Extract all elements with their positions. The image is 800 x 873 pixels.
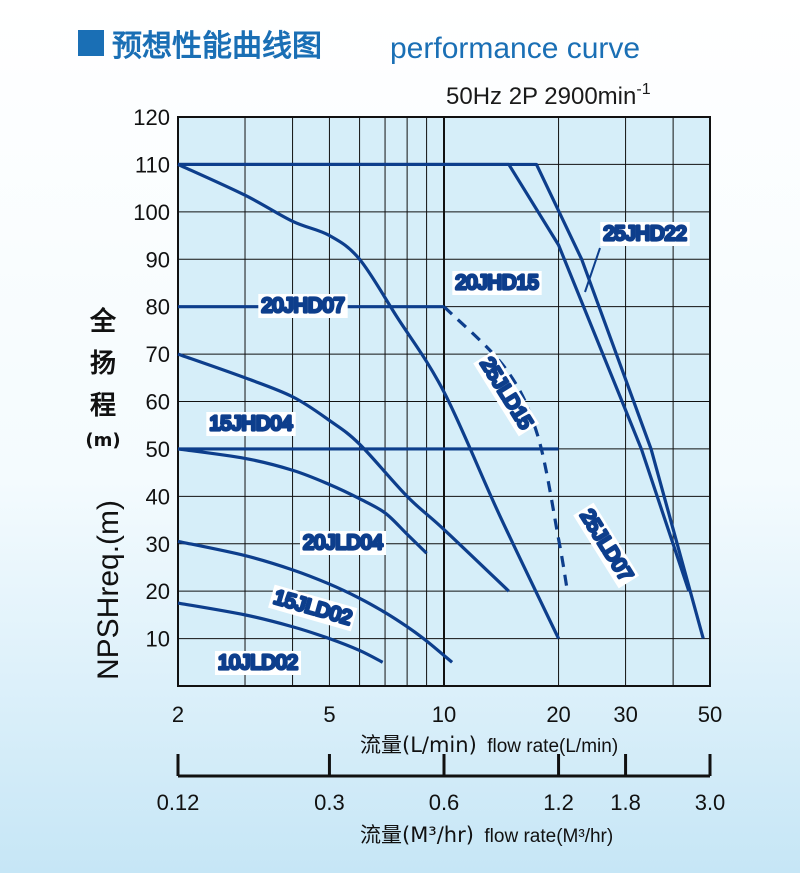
series-20JHD07: 20JHD07 bbox=[177, 162, 561, 640]
series-20JLD04: 20JLD04 bbox=[177, 447, 428, 556]
x-tick-label: 50 bbox=[698, 702, 722, 727]
series-line bbox=[177, 539, 454, 664]
series-label-background bbox=[600, 222, 690, 246]
x-tick-labels: 2 5 10 20 30 50 bbox=[172, 702, 722, 727]
series-label: 25JHD22 bbox=[603, 223, 686, 245]
series-label: 20JHD15 bbox=[455, 272, 538, 294]
y-tick-label: 30 bbox=[146, 532, 170, 557]
series-label-background bbox=[206, 412, 296, 436]
series-label: 20JHD07 bbox=[261, 295, 344, 317]
second-x-axis-label: 流量(M³/hr) flow rate(M³/hr) bbox=[360, 823, 613, 847]
y-tick-label: 100 bbox=[133, 200, 170, 225]
series-label-background bbox=[258, 294, 348, 318]
x-axis-label-english: flow rate(L/min) bbox=[487, 736, 618, 757]
series-label-background bbox=[473, 350, 540, 437]
x-tick-label: 2 bbox=[172, 702, 184, 727]
y-tick-label: 50 bbox=[146, 437, 170, 462]
second-x-axis: 0.12 0.3 0.6 1.2 1.8 3.0 bbox=[157, 754, 726, 815]
series-label-group: 20JHD15 bbox=[452, 270, 542, 296]
series-label-background bbox=[299, 531, 387, 555]
y-tick-label: 90 bbox=[146, 247, 170, 272]
condition-superscript: -1 bbox=[636, 81, 650, 98]
second-x-tick-label: 1.8 bbox=[610, 790, 641, 815]
series-line-dashed bbox=[442, 305, 569, 587]
second-x-tick-label: 0.3 bbox=[314, 790, 345, 815]
title-marker bbox=[78, 30, 104, 56]
series-label-background bbox=[268, 584, 358, 632]
y-axis-unit: (m) bbox=[85, 430, 120, 451]
series-label-background bbox=[573, 502, 640, 589]
series-line bbox=[178, 162, 691, 592]
second-x-tick-label: 0.12 bbox=[157, 790, 200, 815]
second-x-tick-label: 3.0 bbox=[695, 790, 726, 815]
series-line bbox=[177, 447, 428, 555]
x-tick-label: 10 bbox=[432, 702, 456, 727]
condition-text: 50Hz 2P 2900min bbox=[446, 83, 636, 110]
series-label-background bbox=[214, 651, 302, 675]
y-tick-label: 60 bbox=[146, 390, 170, 415]
y-tick-label: 20 bbox=[146, 579, 170, 604]
y-tick-label: 120 bbox=[133, 105, 170, 130]
series-label-group: 25JHD22 bbox=[600, 221, 690, 247]
y-tick-label: 80 bbox=[146, 295, 170, 320]
y-axis-label-english: NPSHreq.(m) bbox=[92, 500, 125, 680]
title-english: performance curve bbox=[390, 32, 640, 65]
y-axis-label-char: 全 bbox=[89, 306, 117, 337]
label-leader-line bbox=[584, 247, 601, 293]
x-axis-label: 流量(L/min) flow rate(L/min) bbox=[360, 733, 618, 757]
series-line bbox=[177, 162, 561, 640]
y-tick-label: 10 bbox=[146, 627, 170, 652]
y-tick-label: 70 bbox=[146, 342, 170, 367]
plot-area: 25JHD2225JLD0720JHD1520JHD0725JLD1515JHD… bbox=[177, 116, 711, 687]
series-label-group: 10JLD02 bbox=[214, 650, 302, 676]
x-tick-label: 20 bbox=[546, 702, 570, 727]
y-axis-label-chinese: 全扬程 bbox=[89, 306, 117, 421]
series-label-group: 20JHD07 bbox=[258, 293, 348, 319]
second-x-axis-label-english: flow rate(M³/hr) bbox=[484, 826, 613, 847]
condition-label: 50Hz 2P 2900min-1 bbox=[446, 81, 651, 110]
second-x-tick-label: 0.6 bbox=[429, 790, 460, 815]
series-line bbox=[177, 352, 510, 593]
y-axis-label-char: 程 bbox=[90, 391, 116, 421]
series-label-background bbox=[452, 271, 542, 295]
series-10JLD02: 10JLD02 bbox=[177, 601, 384, 676]
plot-border bbox=[177, 116, 711, 687]
title-chinese: 预想性能曲线图 bbox=[112, 29, 322, 64]
series-label: 15JHD04 bbox=[209, 413, 292, 435]
series-label-group: 20JLD04 bbox=[299, 530, 387, 556]
series-15JHD04: 15JHD04 bbox=[177, 352, 510, 593]
y-tick-label: 40 bbox=[146, 484, 170, 509]
series-line bbox=[177, 601, 384, 664]
y-tick-labels: 120 110 100 90 80 70 60 50 40 30 20 10 bbox=[133, 105, 170, 652]
x-axis-label-chinese: 流量(L/min) bbox=[360, 733, 477, 757]
y-axis-label-char: 扬 bbox=[90, 349, 116, 379]
x-tick-label: 5 bbox=[323, 702, 335, 727]
x-tick-label: 30 bbox=[613, 702, 637, 727]
second-x-axis-label-chinese: 流量(M³/hr) bbox=[360, 823, 474, 847]
series-label: 20JLD04 bbox=[303, 532, 383, 554]
y-tick-label: 110 bbox=[135, 152, 170, 177]
series-label: 10JLD02 bbox=[218, 652, 298, 674]
series-label-group: 15JHD04 bbox=[206, 411, 296, 437]
second-x-tick-label: 1.2 bbox=[543, 790, 574, 815]
